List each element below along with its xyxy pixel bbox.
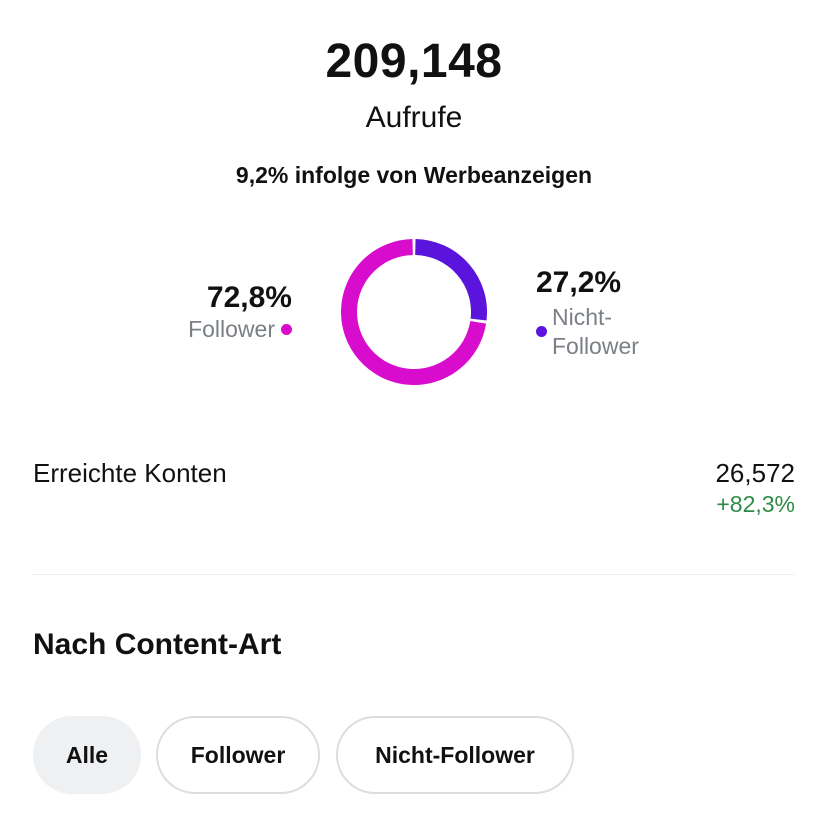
- section-divider: [33, 574, 795, 575]
- filter-chip-all[interactable]: Alle: [33, 716, 141, 794]
- views-label: Aufrufe: [365, 101, 463, 134]
- non-follower-color-dot: [536, 326, 547, 337]
- filter-chip-label: Follower: [190, 741, 286, 768]
- non-follower-percent: 27,2%: [536, 266, 622, 299]
- follower-color-dot: [281, 323, 292, 335]
- filter-chip-label: Alle: [65, 741, 109, 768]
- reached-accounts-value: 26,572: [715, 458, 795, 488]
- ads-share-note: 9,2% infolge von Werbeanzeigen: [235, 162, 593, 188]
- follower-split-donut-chart: [341, 239, 487, 385]
- donut-slice-follower: [341, 239, 487, 385]
- reached-accounts-change: +82,3%: [716, 491, 795, 517]
- legend-follower: 72,8% Follower: [188, 280, 292, 344]
- follower-label: Follower: [188, 316, 275, 342]
- views-count: 209,148: [325, 35, 503, 88]
- legend-non-follower: 27,2% Nicht-Follower: [536, 265, 662, 361]
- content-type-title: Nach Content-Art: [33, 628, 282, 661]
- follower-percent: 72,8%: [206, 281, 292, 314]
- donut-slice-non-follower: [414, 239, 487, 321]
- reached-accounts-label: Erreichte Konten: [33, 458, 227, 488]
- non-follower-label: Nicht-Follower: [552, 304, 639, 359]
- filter-chip-follower[interactable]: Follower: [156, 716, 320, 794]
- filter-chip-label: Nicht-Follower: [375, 741, 535, 768]
- filter-chip-non-follower[interactable]: Nicht-Follower: [336, 716, 574, 794]
